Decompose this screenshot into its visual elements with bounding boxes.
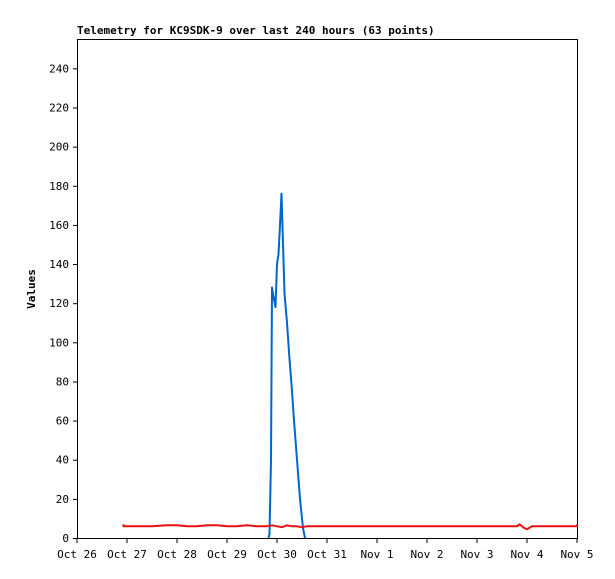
x-tick-label: Oct 30 [257, 548, 297, 561]
x-tick-label: Nov 4 [510, 548, 543, 561]
x-tick-label: Nov 1 [360, 548, 393, 561]
y-tick-label: 80 [56, 375, 69, 388]
series-layer [122, 192, 578, 539]
x-tick-label: Oct 27 [107, 548, 147, 561]
x-tick-label: Oct 29 [207, 548, 247, 561]
x-tick-label: Oct 26 [57, 548, 97, 561]
y-tick-label: 0 [62, 532, 69, 545]
y-axis: 0 20 40 60 80 100 120 140 160 180 200 220 240 [49, 62, 77, 545]
series-line-2 [122, 523, 578, 531]
x-axis: Oct 26 Oct 27 Oct 28 Oct 29 Oct 30 Oct 31 Nov … [57, 538, 594, 561]
y-tick-label: 200 [49, 141, 69, 154]
y-axis-label: Values [25, 269, 38, 309]
y-tick-label: 20 [56, 493, 69, 506]
y-tick-label: 160 [49, 219, 69, 232]
y-tick-label: 120 [49, 297, 69, 310]
y-tick-label: 40 [56, 454, 69, 467]
x-tick-label: Oct 31 [307, 548, 347, 561]
y-tick-label: 100 [49, 336, 69, 349]
y-tick-label: 240 [49, 62, 69, 75]
y-tick-label: 180 [49, 180, 69, 193]
y-tick-label: 220 [49, 101, 69, 114]
x-tick-label: Nov 2 [410, 548, 443, 561]
x-tick-label: Oct 28 [157, 548, 197, 561]
x-tick-label: Nov 5 [560, 548, 593, 561]
y-tick-label: 140 [49, 258, 69, 271]
y-tick-label: 60 [56, 415, 69, 428]
x-tick-label: Nov 3 [460, 548, 493, 561]
chart-title: Telemetry for KC9SDK-9 over last 240 hou… [77, 24, 435, 37]
series-line-1 [267, 192, 306, 539]
plot-area [77, 39, 578, 539]
